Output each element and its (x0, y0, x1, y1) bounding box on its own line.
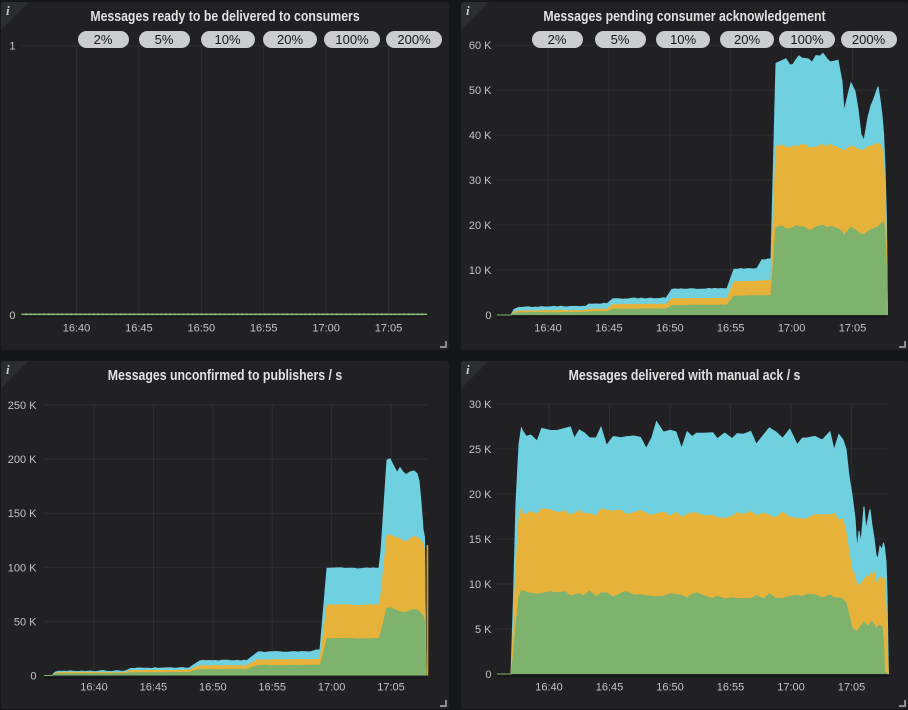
svg-text:17:00: 17:00 (318, 682, 346, 694)
svg-text:16:50: 16:50 (199, 682, 227, 694)
svg-text:10 K: 10 K (469, 579, 492, 591)
svg-text:150 K: 150 K (8, 508, 37, 520)
svg-text:30 K: 30 K (469, 175, 492, 187)
svg-text:16:45: 16:45 (140, 682, 168, 694)
svg-text:5 K: 5 K (475, 624, 492, 636)
svg-text:50 K: 50 K (469, 85, 492, 97)
svg-text:200 K: 200 K (8, 454, 37, 466)
svg-text:16:55: 16:55 (250, 323, 278, 335)
svg-text:17:05: 17:05 (839, 323, 867, 335)
svg-text:0: 0 (485, 310, 491, 322)
svg-text:16:45: 16:45 (595, 323, 623, 335)
svg-text:16:50: 16:50 (656, 682, 684, 694)
svg-text:50 K: 50 K (14, 616, 37, 628)
svg-text:0: 0 (9, 310, 15, 322)
svg-text:17:00: 17:00 (777, 682, 805, 694)
svg-text:17:00: 17:00 (778, 323, 806, 335)
svg-text:30 K: 30 K (469, 399, 492, 411)
svg-text:16:40: 16:40 (80, 682, 108, 694)
svg-text:16:45: 16:45 (596, 682, 624, 694)
svg-text:16:55: 16:55 (258, 682, 286, 694)
svg-text:20 K: 20 K (469, 220, 492, 232)
svg-text:40 K: 40 K (469, 130, 492, 142)
svg-text:100 K: 100 K (8, 562, 37, 574)
svg-text:16:55: 16:55 (717, 682, 745, 694)
svg-text:10 K: 10 K (469, 265, 492, 277)
svg-text:17:05: 17:05 (377, 682, 405, 694)
svg-text:250 K: 250 K (8, 400, 37, 412)
svg-text:16:50: 16:50 (188, 323, 216, 335)
svg-text:17:00: 17:00 (312, 323, 340, 335)
svg-text:20 K: 20 K (469, 489, 492, 501)
svg-text:0: 0 (485, 669, 491, 681)
svg-text:16:45: 16:45 (125, 323, 153, 335)
svg-text:17:05: 17:05 (375, 323, 403, 335)
svg-text:17:05: 17:05 (838, 682, 866, 694)
svg-text:0: 0 (30, 671, 36, 683)
svg-text:1: 1 (9, 41, 15, 53)
svg-text:16:40: 16:40 (63, 323, 91, 335)
svg-text:16:50: 16:50 (656, 323, 684, 335)
svg-text:25 K: 25 K (469, 444, 492, 456)
svg-text:16:40: 16:40 (535, 682, 563, 694)
svg-text:15 K: 15 K (469, 534, 492, 546)
svg-text:16:40: 16:40 (534, 323, 562, 335)
svg-text:60 K: 60 K (469, 40, 492, 52)
svg-text:16:55: 16:55 (717, 323, 745, 335)
